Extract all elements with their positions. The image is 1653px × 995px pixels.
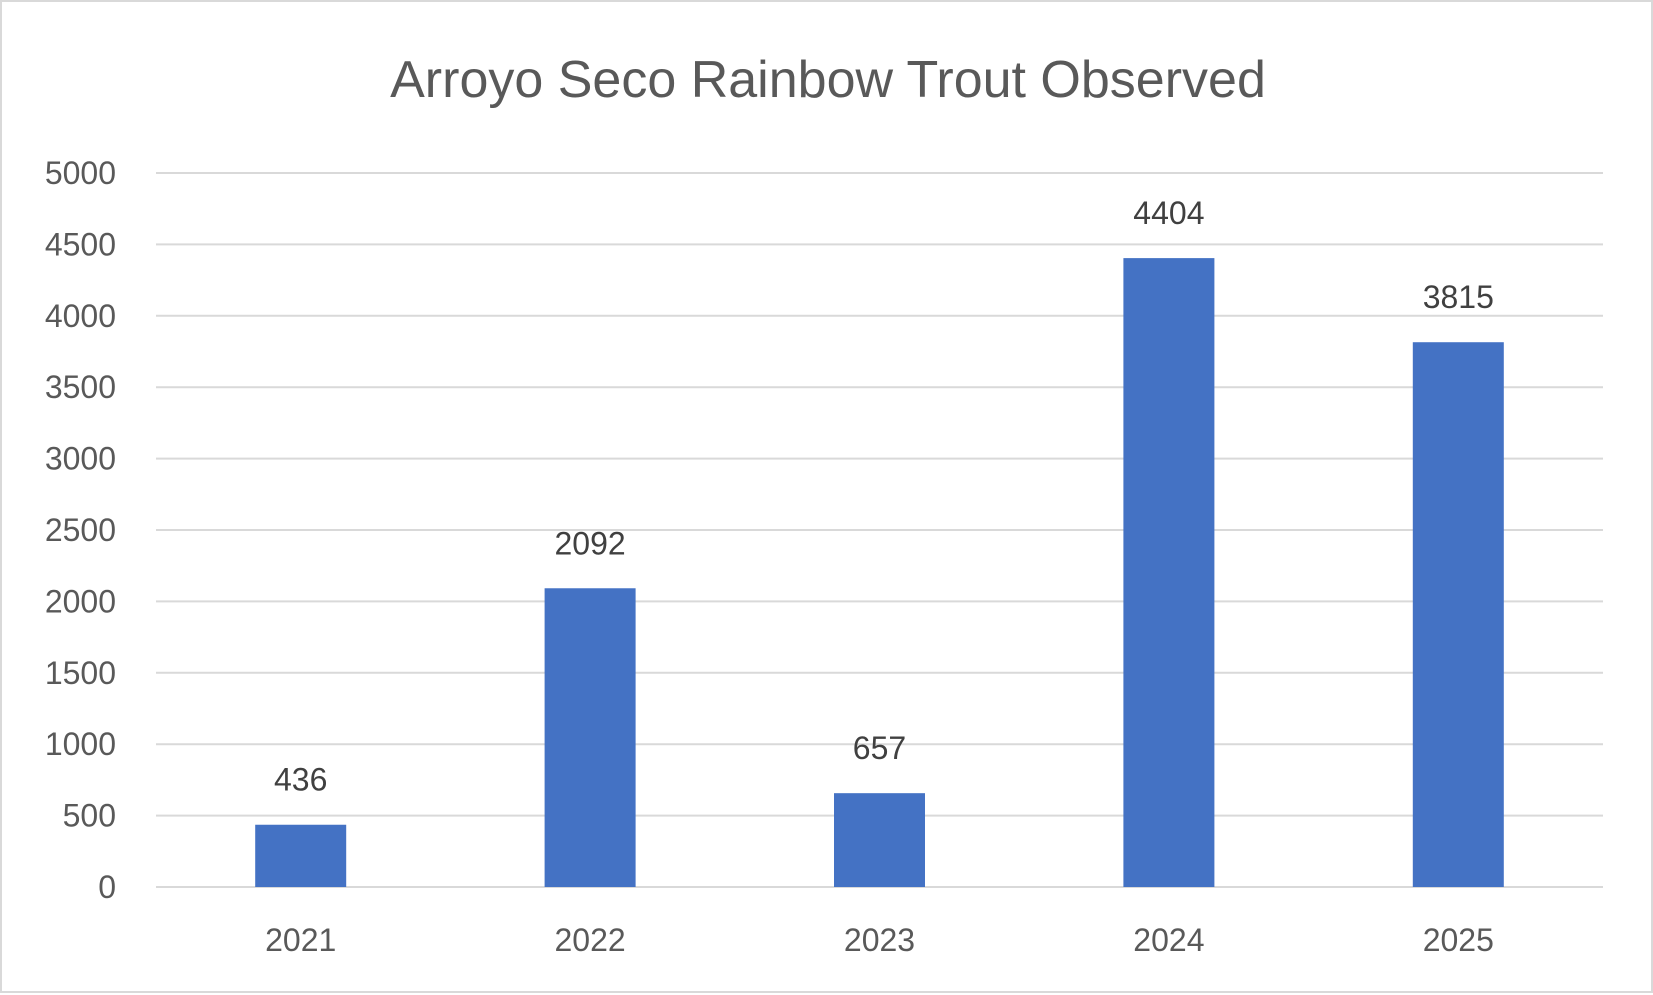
x-tick-label: 2021 — [265, 922, 336, 958]
y-tick-label: 3500 — [45, 369, 116, 405]
data-label: 4404 — [1133, 195, 1204, 231]
x-tick-label: 2024 — [1133, 922, 1204, 958]
x-tick-label: 2025 — [1423, 922, 1494, 958]
bar-2021 — [255, 824, 347, 887]
data-label: 2092 — [555, 525, 626, 561]
y-tick-label: 2000 — [45, 583, 116, 619]
y-tick-label: 2500 — [45, 512, 116, 548]
data-label: 3815 — [1423, 279, 1494, 315]
y-tick-label: 3000 — [45, 441, 116, 477]
bar-2025 — [1412, 342, 1504, 887]
y-tick-label: 5000 — [45, 155, 116, 191]
y-tick-label: 1000 — [45, 726, 116, 762]
bar-2024 — [1123, 258, 1215, 888]
data-label: 436 — [274, 762, 327, 798]
bar-2023 — [834, 793, 925, 887]
y-tick-label: 0 — [98, 869, 116, 905]
x-tick-label: 2023 — [844, 922, 915, 958]
chart-title: Arroyo Seco Rainbow Trout Observed — [390, 51, 1266, 109]
y-tick-label: 1500 — [45, 655, 116, 691]
data-label: 657 — [853, 730, 906, 766]
y-tick-label: 500 — [63, 798, 116, 834]
y-tick-label: 4500 — [45, 226, 116, 262]
bar-2022 — [544, 588, 636, 887]
y-tick-label: 4000 — [45, 298, 116, 334]
x-tick-label: 2022 — [555, 922, 626, 958]
